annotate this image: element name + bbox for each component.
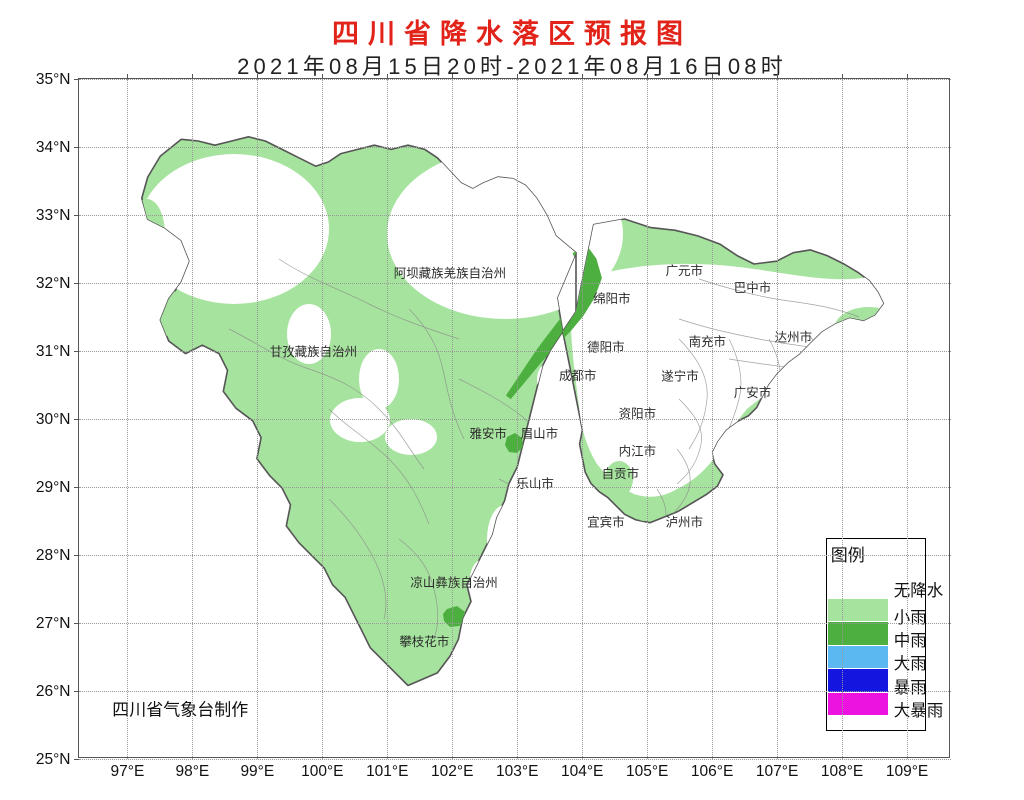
svg-text:甘孜藏族自治州: 甘孜藏族自治州 [269, 345, 356, 359]
svg-text:宜宾市: 宜宾市 [587, 514, 624, 529]
svg-text:达州市: 达州市 [774, 329, 811, 344]
svg-text:自贡市: 自贡市 [601, 465, 638, 480]
svg-text:雅安市: 雅安市 [469, 425, 506, 440]
svg-text:眉山市: 眉山市 [520, 425, 557, 440]
svg-text:广元市: 广元市 [665, 263, 702, 278]
svg-text:四川省气象台制作: 四川省气象台制作 [112, 700, 248, 719]
svg-text:乐山市: 乐山市 [516, 476, 553, 491]
svg-text:广安市: 广安市 [733, 384, 770, 399]
svg-text:德阳市: 德阳市 [587, 339, 624, 354]
svg-text:阿坝藏族羌族自治州: 阿坝藏族羌族自治州 [393, 266, 505, 280]
svg-text:成都市: 成都市 [558, 367, 595, 382]
svg-text:南充市: 南充市 [688, 333, 725, 348]
svg-text:遂宁市: 遂宁市 [661, 368, 698, 383]
svg-text:绵阳市: 绵阳市 [593, 291, 630, 306]
svg-text:凉山彝族自治州: 凉山彝族自治州 [410, 574, 497, 589]
svg-text:攀枝花市: 攀枝花市 [399, 633, 449, 648]
svg-text:内江市: 内江市 [618, 443, 655, 458]
svg-text:泸州市: 泸州市 [665, 514, 702, 529]
